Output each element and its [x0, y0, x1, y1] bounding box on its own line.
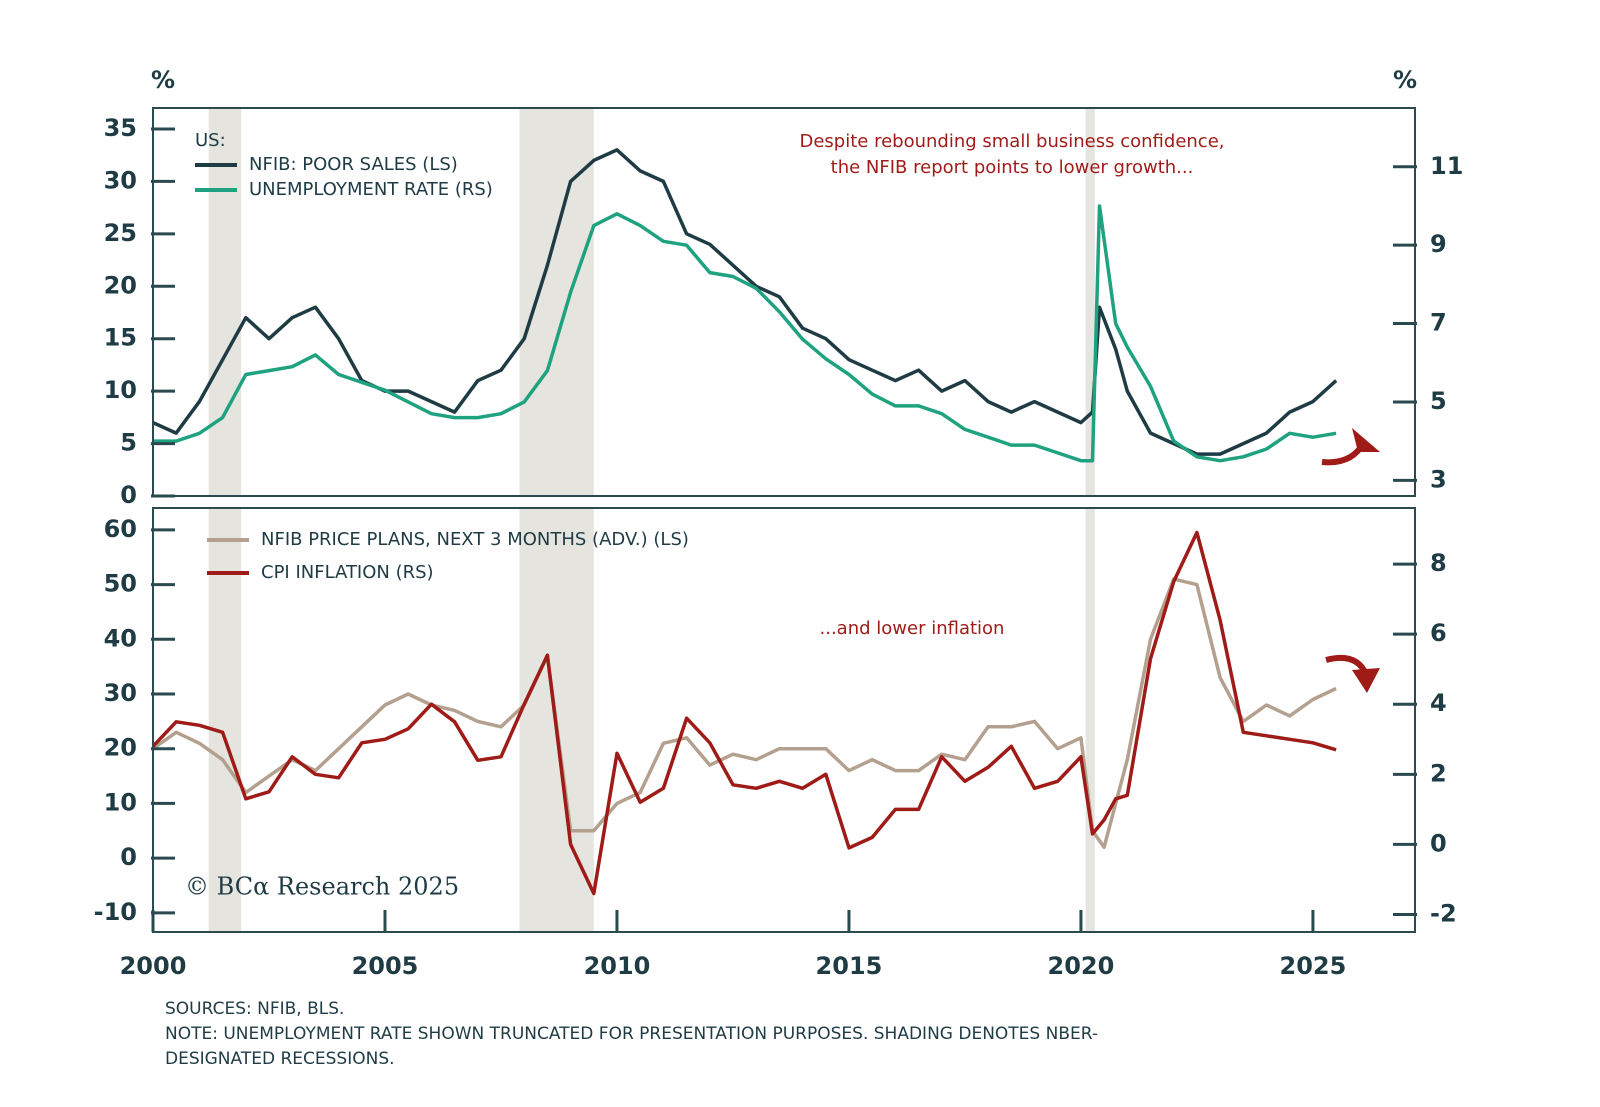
- y-tick-label: 20: [104, 271, 137, 299]
- plot-frame: [152, 507, 1416, 933]
- footer-note: NOTE: UNEMPLOYMENT RATE SHOWN TRUNCATED …: [165, 1024, 1098, 1044]
- y-tick-label: 35: [104, 114, 137, 142]
- x-tick-label: 2020: [1048, 952, 1115, 980]
- annotation: Despite rebounding small business confid…: [799, 131, 1224, 152]
- y2-tick-label: 3: [1430, 465, 1447, 493]
- y2-tick-label: 0: [1430, 829, 1447, 857]
- recession-shade: [1085, 508, 1095, 932]
- y-tick-label: 50: [104, 570, 137, 598]
- y2-tick-label: -2: [1430, 899, 1457, 927]
- series-line: [151, 530, 1337, 896]
- y2-tick-label: 5: [1430, 387, 1447, 415]
- y2-tick-label: 6: [1430, 619, 1447, 647]
- annotation: the NFIB report points to lower growth..…: [831, 157, 1194, 178]
- y-tick-label: 30: [104, 679, 137, 707]
- x-tick-label: 2000: [120, 952, 187, 980]
- y-tick-label: 40: [104, 624, 137, 652]
- x-tick-label: 2005: [352, 952, 419, 980]
- series-line: [152, 148, 1338, 456]
- y2-tick-label: 9: [1430, 230, 1447, 258]
- y2-tick-label: 8: [1430, 549, 1447, 577]
- recession-shade: [1085, 108, 1095, 496]
- y2-tick-label: 4: [1430, 689, 1447, 717]
- y2-tick-label: 2: [1430, 759, 1447, 787]
- y-tick-label: 0: [120, 843, 137, 871]
- y-tick-label: 10: [104, 376, 137, 404]
- x-tick-label: 2010: [584, 952, 651, 980]
- y2-tick-label: 7: [1430, 309, 1447, 337]
- legend-label: NFIB: POOR SALES (LS): [249, 154, 458, 175]
- annotation: ...and lower inflation: [820, 618, 1005, 639]
- legend-label: CPI INFLATION (RS): [261, 562, 434, 583]
- y-tick-label: 20: [104, 734, 137, 762]
- y-tick-label: 10: [104, 788, 137, 816]
- arrow-head: [1352, 668, 1380, 693]
- y-axis-unit: %: [151, 66, 175, 94]
- recession-shade: [519, 108, 594, 496]
- y-tick-label: -10: [94, 898, 137, 926]
- series-line: [153, 204, 1337, 463]
- x-tick-label: 2025: [1280, 952, 1347, 980]
- x-tick-label: 2015: [816, 952, 883, 980]
- arrow-head: [1352, 428, 1380, 452]
- y-tick-label: 15: [104, 324, 137, 352]
- footer-sources: SOURCES: NFIB, BLS.: [165, 999, 344, 1019]
- plot-frame: [152, 107, 1416, 497]
- series-line: [151, 577, 1337, 849]
- legend-title: US:: [195, 130, 226, 151]
- line-layer: [151, 148, 1338, 896]
- y2-axis-unit: %: [1393, 66, 1417, 94]
- recession-shade: [208, 508, 242, 932]
- y-tick-label: 25: [104, 219, 137, 247]
- footer-note: DESIGNATED RECESSIONS.: [165, 1049, 395, 1069]
- recession-shade: [208, 108, 242, 496]
- y-tick-label: 0: [120, 481, 137, 509]
- y2-tick-label: 11: [1430, 152, 1463, 180]
- legend-label: NFIB PRICE PLANS, NEXT 3 MONTHS (ADV.) (…: [261, 529, 689, 550]
- y-tick-label: 60: [104, 515, 137, 543]
- y-tick-label: 5: [120, 429, 137, 457]
- copyright: © BCα Research 2025: [185, 873, 459, 901]
- legend-label: UNEMPLOYMENT RATE (RS): [249, 179, 493, 200]
- y-tick-label: 30: [104, 166, 137, 194]
